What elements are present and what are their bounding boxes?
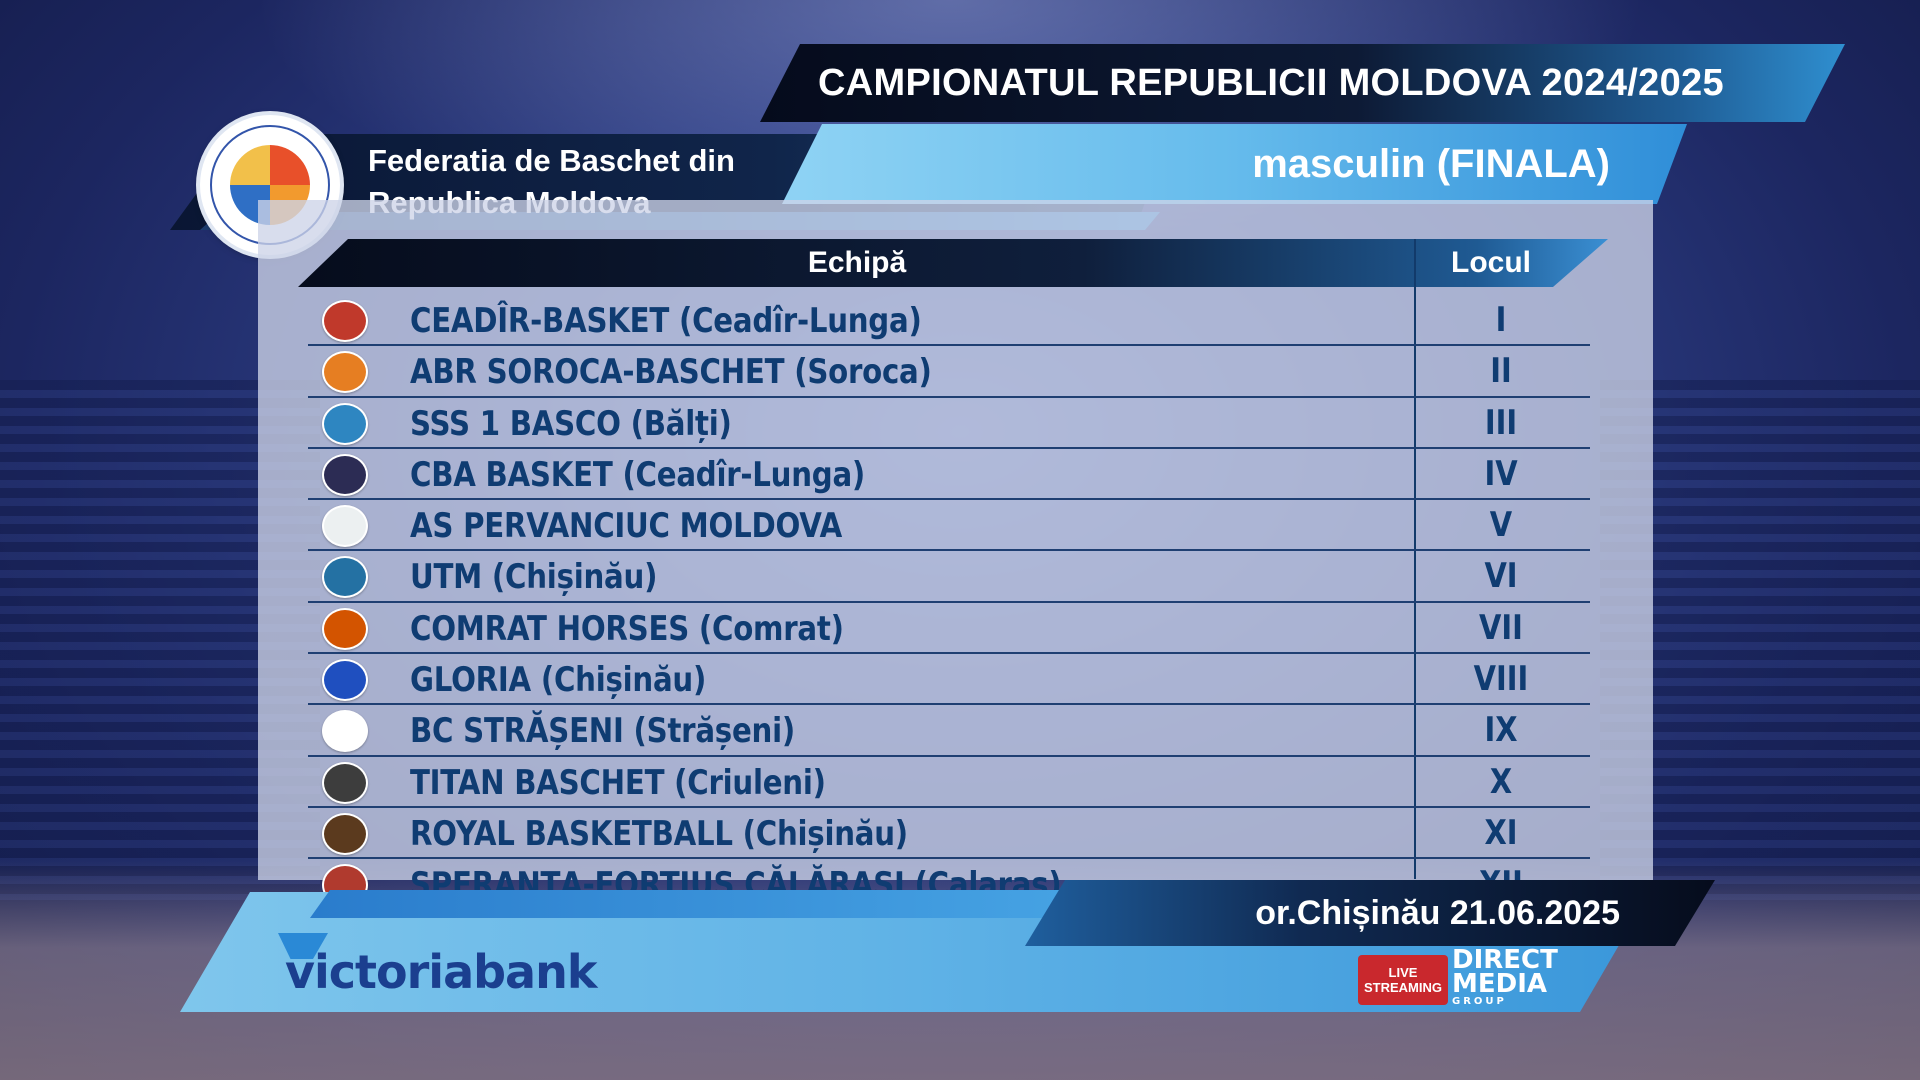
team-place: VIII — [1473, 659, 1529, 700]
live-streaming-badge: LIVE STREAMING — [1358, 955, 1448, 1005]
table-row: AS PERVANCIUC MOLDOVA V — [308, 500, 1590, 552]
team-place: VI — [1484, 556, 1518, 597]
standings-panel — [258, 200, 1653, 880]
team-place: XI — [1484, 812, 1518, 853]
team-place: X — [1489, 761, 1513, 802]
team-place: III — [1484, 402, 1518, 443]
media-label: MEDIA — [1452, 969, 1548, 999]
column-header-team: Echipă — [807, 246, 907, 279]
team-name: CBA BASKET (Ceadîr-Lunga) — [410, 454, 866, 495]
streaming-label: STREAMING — [1364, 980, 1442, 995]
date-bar — [1025, 880, 1715, 946]
standings-table: CEADÎR-BASKET (Ceadîr-Lunga) I ABR SOROCA-… — [308, 295, 1590, 909]
bc-straseni-logo-icon — [322, 710, 368, 753]
cba-basket-logo-icon — [322, 453, 368, 496]
royal-basketball-logo-icon — [322, 812, 368, 855]
team-name: GLORIA (Chișinău) — [410, 660, 707, 701]
footer-stripe — [310, 890, 1160, 918]
team-name: COMRAT HORSES (Comrat) — [410, 608, 844, 649]
titan-baschet-logo-icon — [322, 761, 368, 804]
direct-media-logo: DIRECT MEDIA GROUP — [1452, 945, 1558, 1008]
table-row: TITAN BASCHET (Criuleni) X — [308, 757, 1590, 808]
team-place: I — [1495, 300, 1507, 340]
column-divider — [1414, 239, 1416, 879]
team-name: TITAN BASCHET (Criuleni) — [410, 762, 826, 803]
sss1-basco-logo-icon — [322, 402, 368, 445]
category-bar — [782, 124, 1687, 204]
event-date: or.Chișinău 21.06.2025 — [1255, 894, 1620, 932]
live-label: LIVE — [1388, 965, 1418, 980]
as-pervanciuc-logo-icon — [322, 505, 368, 548]
table-row: CEADÎR-BASKET (Ceadîr-Lunga) I — [308, 295, 1590, 347]
table-row: BC STRĂȘENI (Strășeni) IX — [308, 705, 1590, 757]
ceadir-basket-logo-icon — [322, 300, 368, 342]
table-row: GLORIA (Chișinău) VIII — [308, 654, 1590, 706]
team-name: BC STRĂȘENI (Strășeni) — [410, 711, 795, 752]
championship-title: CAMPIONATUL REPUBLICII MOLDOVA 2024/2025 — [818, 62, 1724, 104]
gloria-logo-icon — [322, 659, 368, 702]
table-row: UTM (Chișinău) VI — [308, 551, 1590, 603]
table-header-bar — [298, 239, 1608, 287]
abr-soroca-logo-icon — [322, 351, 368, 394]
table-row: COMRAT HORSES (Comrat) VII — [308, 603, 1590, 655]
direct-label: DIRECT — [1452, 945, 1558, 975]
team-place: IV — [1484, 453, 1518, 494]
team-name: SSS 1 BASCO (Bălți) — [410, 403, 732, 444]
team-name: UTM (Chișinău) — [410, 557, 658, 598]
team-place: IX — [1484, 710, 1518, 751]
utm-logo-icon — [322, 556, 368, 599]
team-place: II — [1490, 351, 1512, 392]
team-name: AS PERVANCIUC MOLDOVA — [410, 506, 843, 547]
table-row: SSS 1 BASCO (Bălți) III — [308, 398, 1590, 449]
team-name: ABR SOROCA-BASCHET (Soroca) — [410, 352, 932, 393]
team-name: CEADÎR-BASKET (Ceadîr-Lunga) — [410, 301, 922, 341]
arena-stand-right — [1600, 380, 1920, 900]
sponsor-logo: victoriabank — [285, 945, 597, 999]
team-place: VII — [1479, 607, 1523, 648]
title-bar — [760, 44, 1845, 122]
table-row: ROYAL BASKETBALL (Chișinău) XI — [308, 808, 1590, 860]
comrat-horses-logo-icon — [322, 607, 368, 650]
team-name: ROYAL BASKETBALL (Chișinău) — [410, 813, 908, 854]
group-label: GROUP — [1452, 996, 1507, 1007]
table-row: CBA BASKET (Ceadîr-Lunga) IV — [308, 449, 1590, 501]
team-place: V — [1489, 505, 1513, 546]
federation-name-line1: Federatia de Baschet din — [368, 143, 735, 178]
column-header-place: Locul — [1451, 246, 1531, 279]
category-label: masculin (FINALA) — [1252, 142, 1610, 186]
table-row: ABR SOROCA-BASCHET (Soroca) II — [308, 346, 1590, 398]
